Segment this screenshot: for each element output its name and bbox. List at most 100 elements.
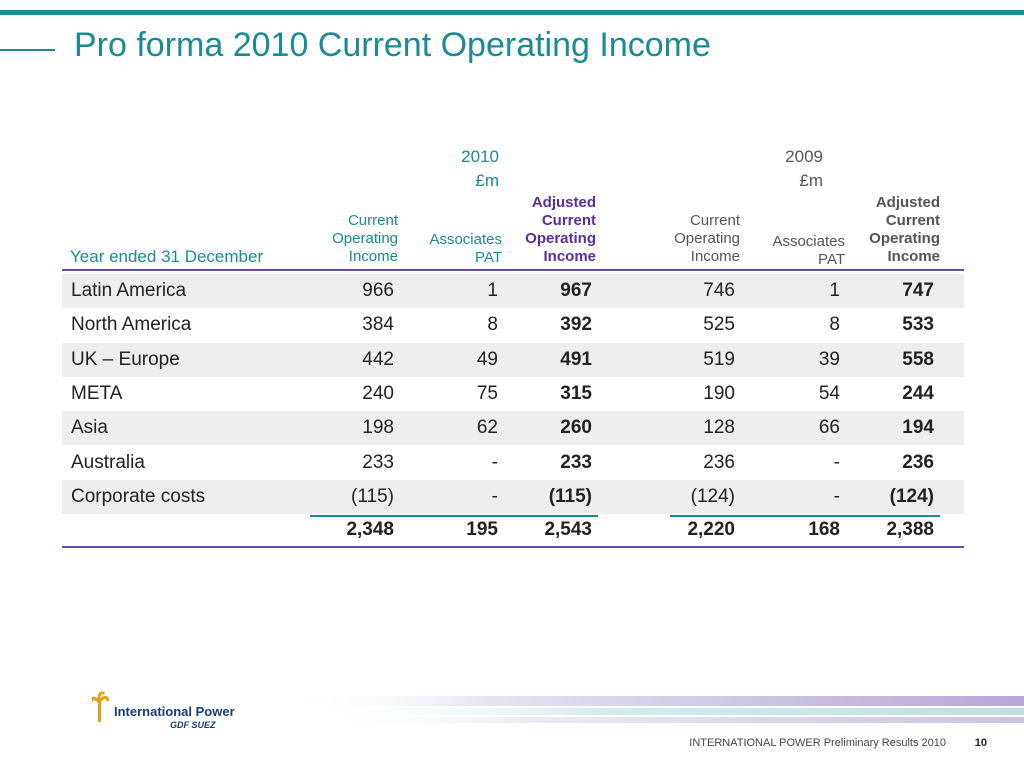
- row-label: Australia: [71, 451, 145, 473]
- title-rule: [0, 49, 55, 51]
- col-header-line: Current: [541, 212, 596, 229]
- row-value: 75: [476, 382, 498, 404]
- period-2009-unit: £m: [799, 171, 823, 190]
- col-header-line: Income: [887, 248, 940, 265]
- row-value: 519: [703, 348, 735, 370]
- table-row: UK – Europe 442 49 491 519 39 558: [62, 342, 964, 377]
- footer-decor-strip: [280, 696, 1024, 723]
- col-header-line: PAT: [818, 251, 845, 268]
- col-header-line: Operating: [869, 230, 940, 247]
- col-header-line: Associates: [429, 231, 502, 248]
- col-header-line: Current: [347, 212, 398, 229]
- row-value: 392: [560, 314, 592, 336]
- col-header-line: Income: [543, 248, 596, 265]
- col-2010-assoc-header: Associates PAT: [429, 231, 502, 267]
- col-header-line: Associates: [772, 233, 845, 250]
- footer-text: INTERNATIONAL POWER Preliminary Results …: [689, 737, 946, 749]
- table-bottom-rule: [62, 546, 964, 548]
- row-value: (124): [690, 485, 735, 507]
- row-value: 1: [829, 280, 840, 301]
- total-2010-assoc: 195: [466, 519, 498, 540]
- col-2009-coi-header: Current Operating Income: [674, 212, 740, 266]
- row-value: 967: [560, 280, 592, 301]
- col-header-line: Adjusted: [875, 194, 940, 211]
- row-value: -: [491, 451, 498, 473]
- col-2009-assoc-header: Associates PAT: [772, 233, 845, 269]
- row-label: Latin America: [71, 280, 187, 301]
- period-2010-year: 2010: [461, 147, 499, 166]
- svg-text:GDF SUEZ: GDF SUEZ: [170, 720, 216, 730]
- table-row: META 240 75 315 190 54 244: [62, 377, 964, 411]
- row-value: (115): [351, 485, 394, 507]
- row-value: 190: [703, 382, 735, 404]
- row-value: 236: [902, 451, 934, 473]
- table-row: North America 384 8 392 525 8 533: [62, 308, 964, 342]
- row-value: 194: [902, 417, 934, 439]
- row-value: 236: [703, 451, 735, 473]
- page-title: Pro forma 2010 Current Operating Income: [74, 26, 711, 64]
- total-2009-assoc: 168: [808, 519, 840, 540]
- total-2009-coi: 2,220: [687, 519, 735, 540]
- header-rule: [62, 269, 964, 271]
- total-rule-2010: [310, 515, 598, 517]
- row-value: 198: [362, 417, 394, 439]
- period-2010-unit: £m: [475, 171, 499, 190]
- row-value: 315: [560, 382, 592, 404]
- col-header-line: Current: [689, 212, 740, 229]
- row-label: Asia: [71, 417, 108, 439]
- row-value: 966: [362, 280, 394, 301]
- row-value: 66: [818, 417, 840, 439]
- page-number: 10: [974, 737, 987, 749]
- row-value: 260: [560, 417, 592, 439]
- table-row: Asia 198 62 260 128 66 194: [62, 411, 964, 446]
- row-value: 39: [818, 348, 840, 370]
- row-label: UK – Europe: [71, 348, 180, 370]
- row-value: (115): [548, 485, 592, 507]
- total-rule-2009: [670, 515, 940, 517]
- row-value: 1: [487, 280, 498, 301]
- row-value: 233: [362, 451, 394, 473]
- col-header-line: Operating: [332, 230, 398, 247]
- row-label: META: [71, 382, 123, 404]
- row-value: 8: [487, 314, 498, 336]
- col-header-line: Operating: [525, 230, 596, 247]
- row-value: -: [491, 485, 498, 507]
- row-value: 442: [362, 348, 394, 370]
- col-2010-coi-header: Current Operating Income: [332, 212, 398, 266]
- row-value: 54: [818, 382, 840, 404]
- row-value: 384: [362, 314, 394, 336]
- row-value: 558: [902, 348, 934, 370]
- col-header-line: Adjusted: [531, 194, 596, 211]
- row-value: 746: [703, 280, 735, 301]
- table-row: Latin America 966 1 967 746 1 747: [62, 274, 964, 308]
- table-row: Corporate costs (115) - (115) (124) - (124): [62, 479, 964, 514]
- total-2009-adj: 2,388: [886, 519, 934, 540]
- row-value: 128: [703, 417, 735, 439]
- row-value: 240: [362, 382, 394, 404]
- row-value: 244: [902, 382, 934, 404]
- row-value: 233: [560, 451, 592, 473]
- period-2009-year: 2009: [785, 147, 823, 166]
- svg-text:International Power: International Power: [114, 704, 235, 719]
- row-value: 747: [902, 280, 934, 301]
- col-header-line: Current: [885, 212, 940, 229]
- row-label-header: Year ended 31 December: [70, 247, 264, 266]
- row-label: Corporate costs: [71, 485, 206, 507]
- table-row: Australia 233 - 233 236 - 236: [62, 446, 964, 480]
- totals-row: 2,348 195 2,543 2,220 168 2,388: [62, 513, 964, 547]
- row-value: -: [833, 451, 840, 473]
- col-header-line: PAT: [475, 249, 502, 266]
- international-power-logo: International Power GDF SUEZ: [90, 690, 242, 732]
- top-accent-bar: [0, 10, 1024, 15]
- col-2010-adj-header: Adjusted Current Operating Income: [525, 194, 596, 266]
- row-value: 49: [476, 348, 498, 370]
- row-value: 491: [560, 348, 592, 370]
- row-label: North America: [71, 314, 192, 336]
- row-value: 62: [476, 417, 498, 439]
- col-header-line: Income: [690, 248, 740, 265]
- total-2010-coi: 2,348: [346, 519, 394, 540]
- col-header-line: Income: [348, 248, 398, 265]
- row-value: 8: [829, 314, 840, 336]
- row-value: -: [833, 485, 840, 507]
- col-header-line: Operating: [674, 230, 740, 247]
